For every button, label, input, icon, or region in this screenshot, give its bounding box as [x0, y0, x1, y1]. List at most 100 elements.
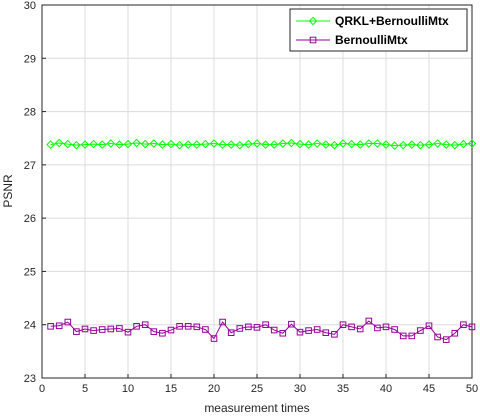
data-point-square — [107, 325, 115, 333]
data-point-diamond — [330, 140, 339, 150]
data-point-diamond — [123, 139, 133, 149]
x-tick-label: 5 — [82, 383, 88, 395]
data-point-diamond — [261, 140, 270, 149]
data-point-square — [279, 329, 287, 337]
data-point-square — [331, 331, 338, 338]
x-tick-label: 10 — [122, 383, 134, 395]
data-point-diamond — [407, 140, 417, 149]
x-tick-label: 45 — [423, 383, 435, 395]
data-point-square — [270, 326, 278, 334]
data-point-diamond — [106, 139, 116, 148]
data-point-diamond — [209, 139, 219, 148]
data-point-diamond — [89, 139, 98, 149]
data-point-diamond — [115, 140, 124, 149]
y-tick-label: 25 — [24, 266, 36, 278]
data-point-diamond — [158, 140, 167, 149]
data-point-square — [356, 325, 364, 333]
data-point-square — [219, 318, 226, 326]
data-point-diamond — [467, 139, 477, 148]
data-point-square — [408, 332, 416, 340]
data-point-diamond — [46, 140, 55, 149]
x-tick-label: 35 — [337, 383, 349, 395]
x-tick-label: 25 — [251, 383, 263, 395]
x-tick-label: 20 — [208, 383, 220, 395]
data-point-square — [339, 321, 347, 329]
data-point-square — [365, 317, 373, 325]
data-point-square — [236, 325, 244, 332]
data-point-square — [245, 323, 252, 331]
data-point-square — [451, 329, 459, 337]
data-point-square — [296, 328, 304, 336]
data-point-diamond — [132, 138, 141, 148]
data-point-square — [227, 329, 235, 337]
data-point-square — [176, 323, 183, 330]
data-point-diamond — [140, 139, 150, 149]
x-axis-label: measurement times — [204, 401, 309, 415]
data-point-square — [348, 323, 355, 331]
data-point-square — [202, 326, 209, 333]
data-point-diamond — [80, 140, 90, 149]
data-point-diamond — [175, 140, 184, 150]
data-point-square — [159, 329, 166, 337]
data-point-diamond — [373, 139, 382, 148]
y-axis-label: PSNR — [1, 174, 15, 208]
legend-label: BernoulliMtx — [335, 33, 408, 47]
x-tick-label: 30 — [294, 383, 306, 395]
data-point-diamond — [304, 140, 313, 149]
y-tick-label: 27 — [24, 160, 36, 172]
data-point-diamond — [97, 140, 107, 149]
data-point-square — [64, 318, 72, 326]
series-bernoullimtx — [47, 317, 476, 343]
data-point-square — [73, 328, 80, 335]
data-point-square — [98, 326, 106, 333]
data-point-diamond — [166, 139, 176, 149]
legend: QRKL+BernoulliMtx BernoulliMtx — [289, 8, 468, 52]
data-point-square — [382, 323, 390, 331]
data-point-diamond — [72, 140, 81, 150]
data-point-diamond — [192, 140, 202, 149]
data-point-square — [184, 323, 192, 330]
data-point-diamond — [287, 138, 296, 148]
data-point-square — [305, 327, 312, 334]
series-line — [50, 320, 473, 341]
data-point-diamond — [183, 140, 193, 149]
data-point-square — [124, 328, 132, 336]
data-point-square — [141, 321, 149, 329]
data-point-square — [425, 322, 433, 330]
data-point-square — [193, 323, 201, 331]
data-point-square — [262, 321, 269, 329]
y-tick-label: 24 — [24, 320, 36, 332]
data-point-diamond — [338, 139, 348, 148]
data-point-square — [90, 327, 97, 334]
data-point-square — [374, 324, 381, 332]
data-point-square — [468, 323, 476, 331]
x-tick-label: 15 — [165, 383, 177, 395]
series-layer — [46, 138, 477, 343]
data-point-diamond — [355, 140, 365, 149]
y-tick-label: 28 — [24, 107, 36, 119]
legend-entry: QRKL+BernoulliMtx — [296, 14, 449, 28]
data-point-diamond — [321, 140, 331, 149]
data-point-diamond — [416, 140, 425, 150]
data-point-square — [460, 321, 467, 329]
x-tick-label: 40 — [380, 383, 392, 395]
data-point-diamond — [433, 139, 442, 148]
data-point-square — [167, 326, 175, 334]
data-point-diamond — [381, 140, 391, 149]
data-point-square — [81, 325, 89, 333]
data-point-diamond — [347, 139, 356, 149]
data-point-diamond — [459, 139, 468, 149]
data-point-diamond — [244, 139, 253, 149]
data-point-diamond — [63, 139, 73, 149]
data-point-diamond — [295, 139, 305, 149]
data-point-square — [417, 327, 424, 334]
y-tick-label: 23 — [24, 373, 36, 385]
data-point-diamond — [54, 138, 64, 148]
data-point-square — [150, 328, 158, 335]
data-point-diamond — [450, 140, 460, 150]
data-point-square — [391, 326, 398, 333]
data-point-square — [253, 324, 261, 331]
legend-label: QRKL+BernoulliMtx — [335, 14, 449, 28]
data-point-diamond — [398, 140, 408, 150]
data-point-square — [322, 329, 330, 337]
